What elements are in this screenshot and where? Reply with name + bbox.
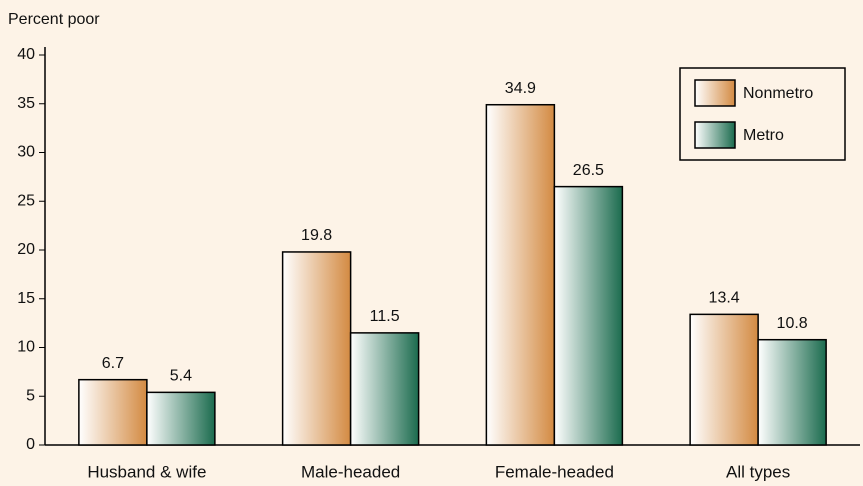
- y-tick-label: 15: [17, 290, 35, 307]
- data-label: 19.8: [301, 227, 332, 244]
- data-label: 6.7: [102, 355, 124, 372]
- x-tick-label: Male-headed: [301, 462, 400, 481]
- x-tick-label: Husband & wife: [87, 462, 206, 481]
- bar: [349, 332, 420, 446]
- legend-label: Nonmetro: [743, 85, 813, 102]
- x-tick-label: Female-headed: [495, 462, 614, 481]
- data-label: 10.8: [777, 315, 808, 332]
- y-tick-label: 30: [17, 144, 35, 161]
- data-label: 26.5: [573, 162, 604, 179]
- bar: [146, 391, 216, 446]
- legend-swatch: [694, 79, 736, 107]
- legend-swatch: [694, 121, 736, 149]
- legend-label: Metro: [743, 127, 784, 144]
- data-label: 13.4: [709, 290, 740, 307]
- y-tick-label: 10: [17, 339, 35, 356]
- y-tick-label: 25: [17, 192, 35, 209]
- y-tick-label: 20: [17, 241, 35, 258]
- bar: [281, 251, 352, 446]
- bar: [553, 185, 624, 446]
- data-label: 34.9: [505, 80, 536, 97]
- y-tick-label: 35: [17, 95, 35, 112]
- bar: [485, 103, 556, 446]
- bar: [689, 313, 759, 446]
- bar: [78, 378, 148, 446]
- bar: [757, 338, 827, 446]
- y-tick-label: 40: [17, 46, 35, 63]
- x-tick-label: All types: [726, 462, 790, 481]
- y-axis-label: Percent poor: [8, 11, 100, 28]
- data-label: 11.5: [370, 308, 400, 325]
- y-tick-label: 0: [26, 436, 35, 453]
- y-tick-label: 5: [26, 387, 35, 404]
- data-label: 5.4: [170, 368, 192, 385]
- legend-box: [679, 67, 846, 161]
